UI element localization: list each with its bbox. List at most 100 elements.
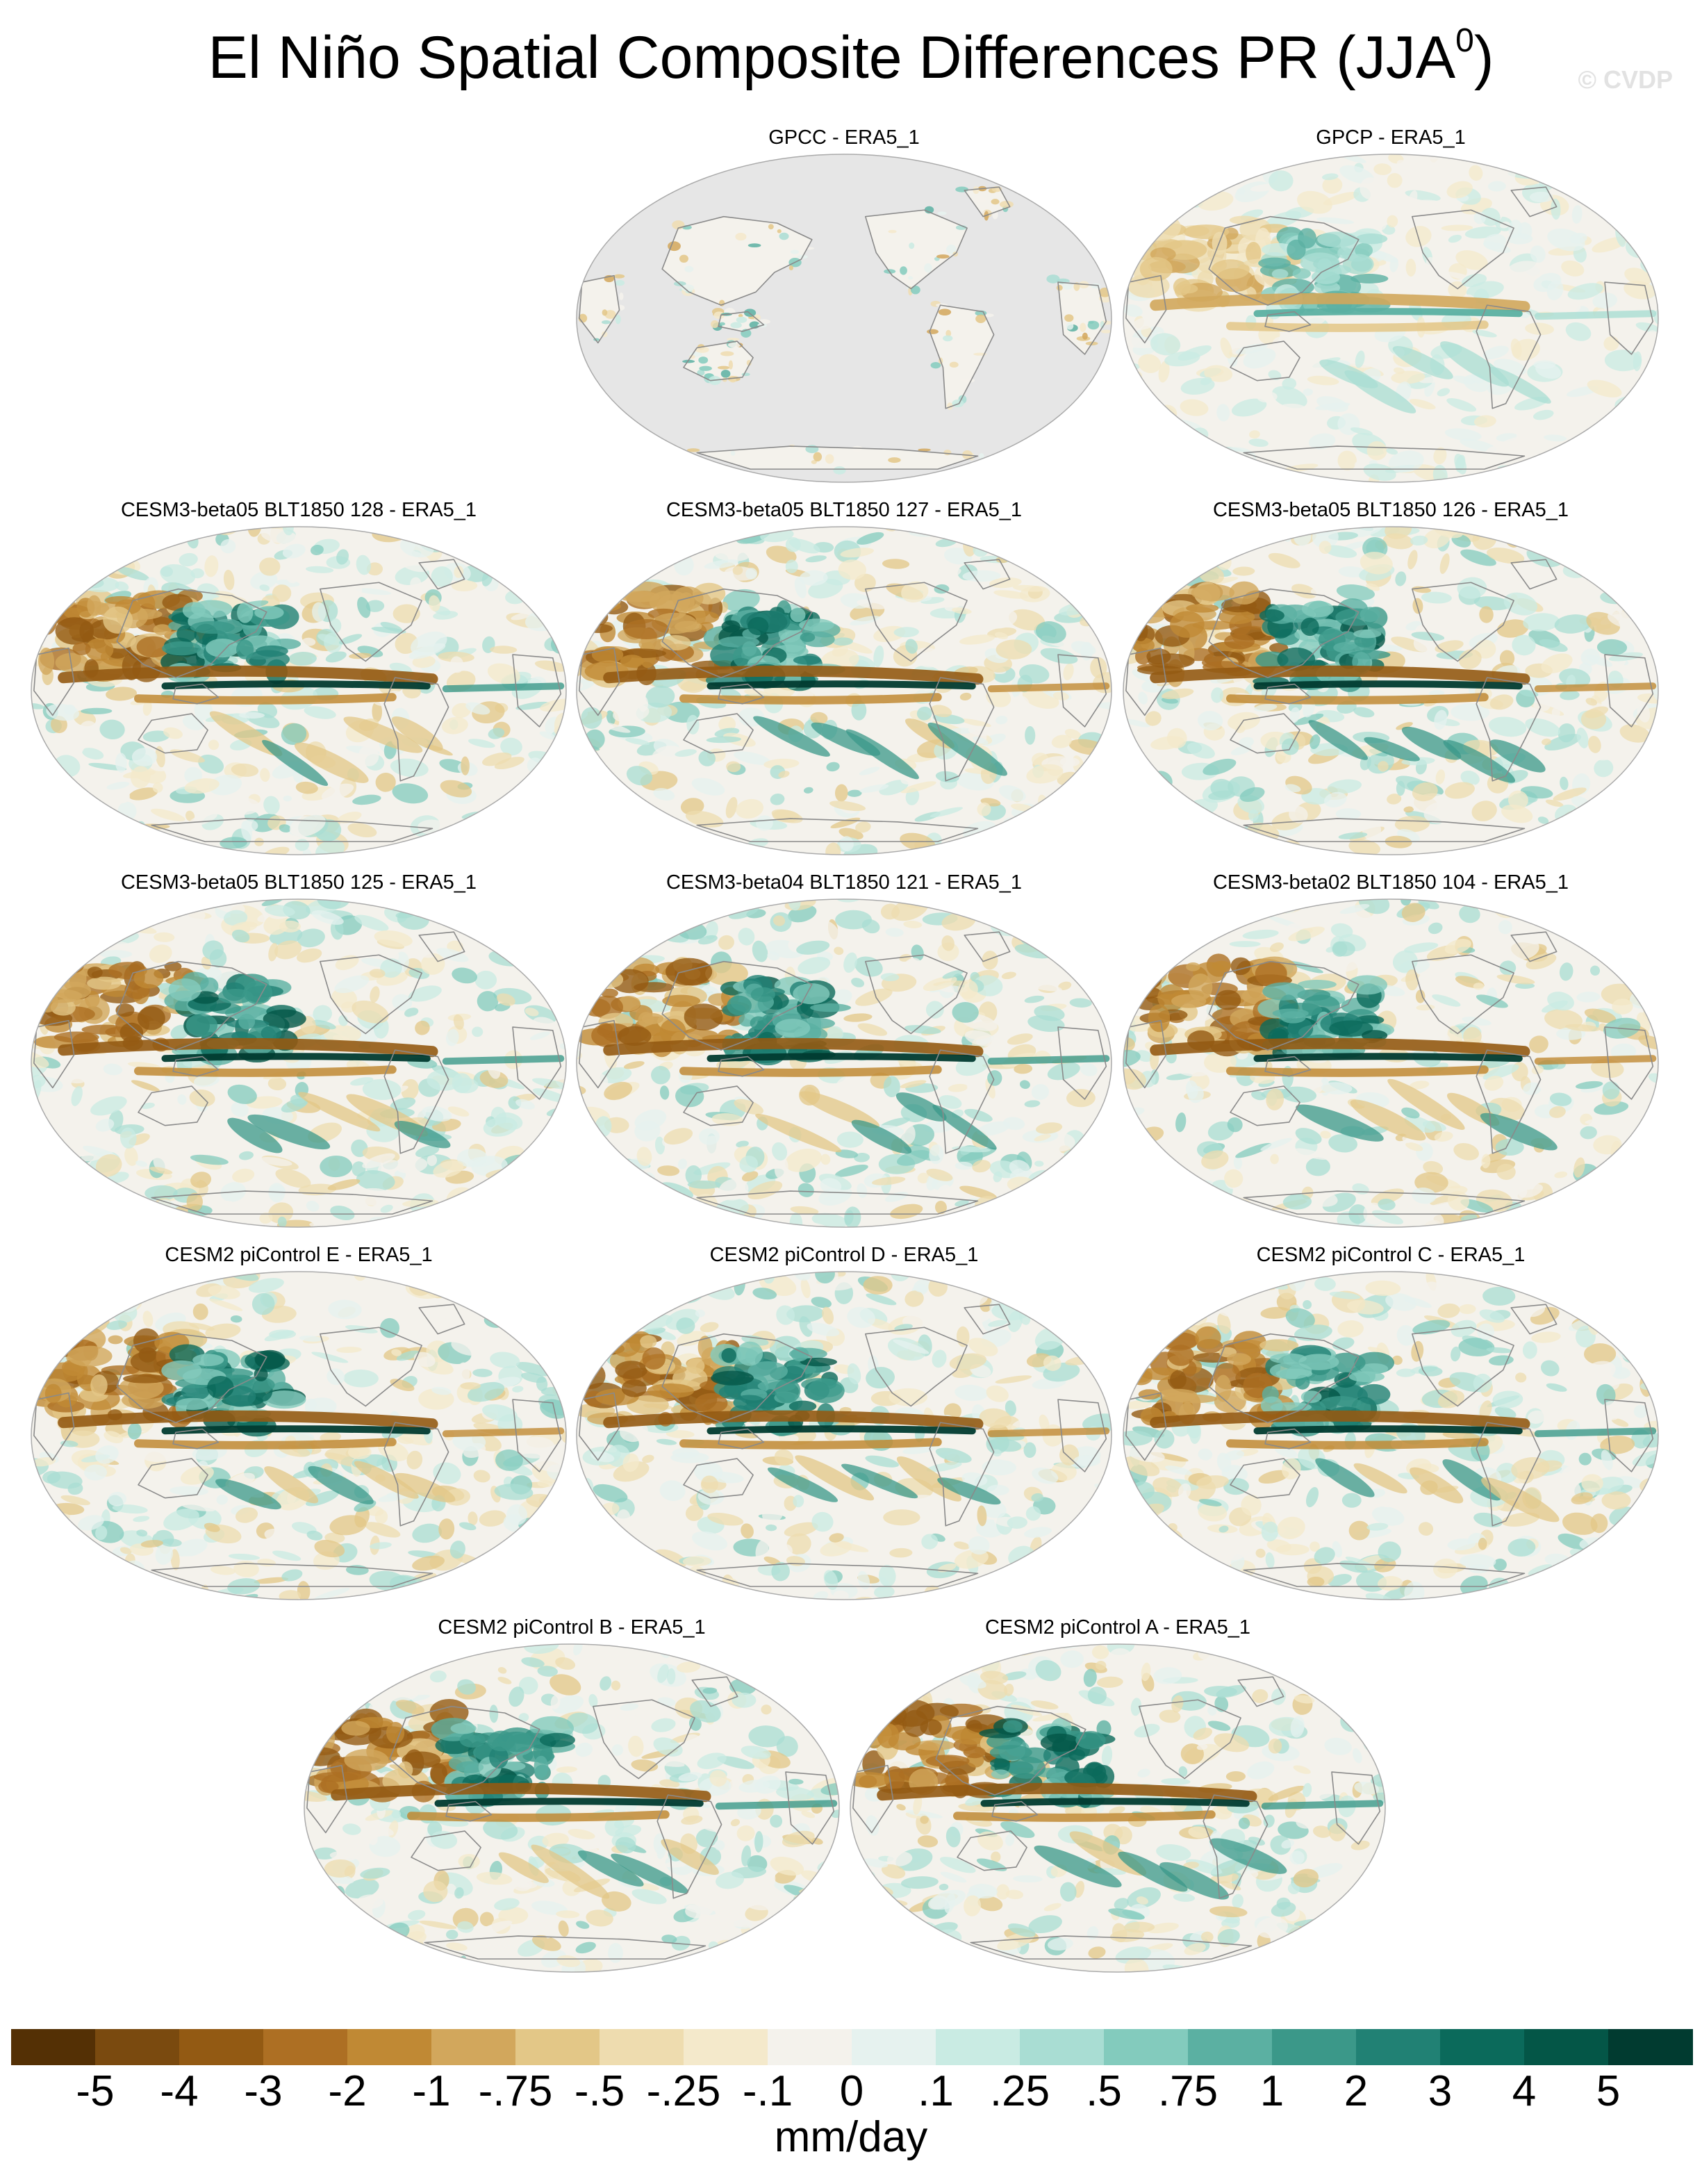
anomaly-blob xyxy=(544,562,566,570)
anomaly-blob xyxy=(1162,688,1194,700)
anomaly-blob xyxy=(1539,639,1568,652)
anomaly-blob xyxy=(314,1540,345,1558)
anomaly-blob xyxy=(506,1308,529,1317)
anomaly-blob xyxy=(1403,942,1439,953)
anomaly-blob xyxy=(634,1109,667,1131)
anomaly-blob xyxy=(752,940,768,962)
anomaly-blob xyxy=(1512,634,1536,656)
coastline-africaW xyxy=(579,647,620,716)
anomaly-blob xyxy=(739,1156,759,1173)
anomaly-blob xyxy=(433,611,458,620)
anomaly-blob xyxy=(1651,1133,1658,1148)
anomaly-blob xyxy=(177,1094,187,1105)
anomaly-blob xyxy=(224,797,261,815)
anomaly-blob xyxy=(149,944,172,963)
anomaly-blob xyxy=(711,320,719,329)
anomaly-blob xyxy=(1047,1558,1072,1573)
anomaly-blob xyxy=(1007,527,1035,534)
anomaly-blob xyxy=(1635,322,1658,333)
anomaly-blob xyxy=(1414,1211,1444,1227)
anomaly-blob xyxy=(982,1459,1016,1476)
anomaly-blob xyxy=(1161,1181,1171,1200)
coastline-greenland xyxy=(964,931,1011,962)
anomaly-blob xyxy=(474,1591,509,1600)
anomaly-blob xyxy=(1502,1218,1523,1227)
anomaly-blob xyxy=(968,725,995,737)
anomaly-blob xyxy=(1348,219,1383,227)
anomaly-blob xyxy=(281,1569,303,1582)
anomaly-blob xyxy=(1062,1580,1077,1591)
anomaly-blob xyxy=(534,1532,551,1544)
anomaly-blob xyxy=(1090,527,1103,536)
anomaly-blob xyxy=(91,1190,108,1200)
anomaly-blob xyxy=(1444,428,1482,441)
anomaly-blob xyxy=(793,983,830,1005)
anomaly-blob xyxy=(1082,1538,1105,1551)
anomaly-blob xyxy=(1394,367,1405,375)
anomaly-blob xyxy=(643,536,656,552)
anomaly-blob xyxy=(1009,1286,1027,1295)
anomaly-blob xyxy=(945,329,952,338)
anomaly-blob xyxy=(1339,904,1370,914)
anomaly-blob xyxy=(1008,842,1034,851)
anomaly-blob xyxy=(604,790,631,811)
anomaly-blob xyxy=(845,729,919,780)
anomaly-blob xyxy=(1268,370,1282,381)
anomaly-blob xyxy=(254,1577,289,1584)
anomaly-blob xyxy=(1404,1115,1436,1133)
anomaly-blob xyxy=(1489,366,1551,404)
anomaly-blob xyxy=(1069,917,1093,927)
anomaly-blob xyxy=(1091,899,1112,908)
coastline-maritime xyxy=(1264,683,1312,705)
anomaly-blob xyxy=(959,1185,997,1199)
anomaly-blob xyxy=(295,781,318,794)
anomaly-blob xyxy=(124,908,138,917)
anomaly-blob xyxy=(1202,332,1213,343)
anomaly-blob xyxy=(1007,1218,1036,1227)
anomaly-blob xyxy=(559,741,566,760)
anomaly-blob xyxy=(336,1347,362,1353)
anomaly-blob xyxy=(939,1094,962,1109)
anomaly-blob xyxy=(474,1588,505,1600)
anomaly-blob xyxy=(1614,452,1633,470)
anomaly-blob xyxy=(1050,527,1063,543)
anomaly-blob xyxy=(51,544,73,559)
anomaly-blob xyxy=(1180,323,1205,336)
anomaly-blob xyxy=(462,1290,496,1300)
anomaly-blob xyxy=(1631,154,1654,165)
anomaly-blob xyxy=(259,584,270,591)
coastline-africa xyxy=(512,654,562,728)
anomaly-blob xyxy=(521,1372,547,1384)
coastline-greenland xyxy=(964,559,1011,590)
anomaly-blob xyxy=(314,1588,350,1600)
anomaly-blob xyxy=(1220,337,1232,359)
anomaly-blob xyxy=(1136,154,1157,161)
anomaly-blob xyxy=(927,722,1007,776)
anomaly-blob xyxy=(747,616,769,636)
anomaly-blob xyxy=(753,314,761,321)
anomaly-blob xyxy=(188,812,218,827)
anomaly-blob xyxy=(1149,933,1159,941)
anomaly-blob xyxy=(1476,994,1508,1008)
anomaly-blob xyxy=(995,639,1032,659)
anomaly-blob xyxy=(56,1072,85,1084)
anomaly-blob xyxy=(559,808,566,827)
anomaly-blob xyxy=(1025,1293,1052,1311)
anomaly-blob xyxy=(720,528,729,536)
anomaly-blob xyxy=(880,973,900,981)
anomaly-blob xyxy=(1484,446,1506,468)
anomaly-blob xyxy=(427,1154,438,1167)
anomaly-blob xyxy=(820,1178,842,1194)
anomaly-blob xyxy=(1537,1070,1564,1092)
coastline-antarctica xyxy=(696,445,979,470)
anomaly-blob xyxy=(490,646,518,654)
anomaly-blob xyxy=(205,638,240,658)
anomaly-blob xyxy=(748,1222,772,1227)
map-outline xyxy=(1123,154,1659,483)
anomaly-blob xyxy=(1401,1107,1420,1119)
anomaly-blob xyxy=(1434,709,1448,730)
anomaly-blob xyxy=(700,1322,719,1333)
anomaly-blob xyxy=(192,1272,232,1275)
anomaly-blob xyxy=(35,563,63,583)
anomaly-blob xyxy=(602,309,608,316)
